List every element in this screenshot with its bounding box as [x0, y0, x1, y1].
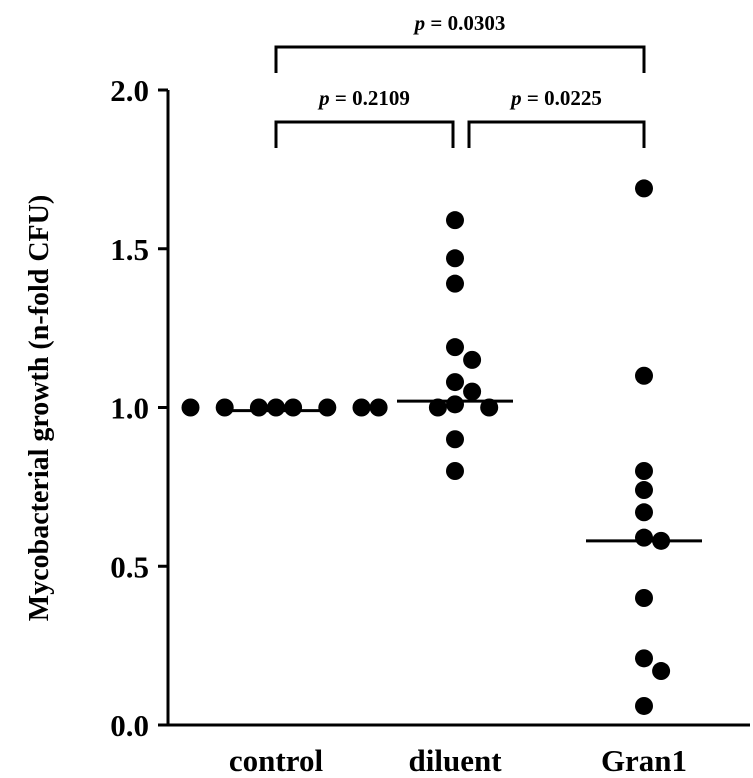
data-point-diluent-3 — [446, 338, 464, 357]
data-point-gran1-9 — [652, 662, 671, 681]
data-point-gran1-0 — [635, 179, 653, 198]
x-tick-label-gran1: Gran1 — [601, 743, 687, 778]
data-point-diluent-9 — [480, 398, 499, 417]
p-symbol: p — [317, 86, 330, 110]
data-point-diluent-6 — [463, 382, 482, 401]
p-value-text: = 0.0225 — [522, 86, 602, 110]
data-point-diluent-10 — [446, 430, 464, 449]
p-value-text: = 0.0303 — [425, 11, 505, 35]
data-point-gran1-1 — [635, 366, 653, 385]
p-value-control-diluent: p = 0.2109 — [317, 86, 410, 110]
p-value-text: = 0.2109 — [330, 86, 410, 110]
data-point-control-1 — [284, 398, 303, 417]
data-point-diluent-0 — [446, 211, 464, 230]
data-point-gran1-5 — [635, 528, 653, 547]
data-point-gran1-10 — [635, 696, 653, 715]
data-point-diluent-5 — [446, 373, 464, 392]
data-point-diluent-4 — [463, 350, 482, 369]
data-point-control-4 — [215, 398, 234, 417]
axes: 0.0 0.5 1.0 1.5 2.0 control diluent Gran1 — [110, 73, 750, 778]
data-point-control-5 — [352, 398, 371, 417]
y-tick-label: 0.0 — [110, 708, 149, 743]
y-tick-label: 0.5 — [110, 549, 149, 584]
data-point-gran1-4 — [635, 503, 653, 522]
data-point-control-7 — [369, 398, 388, 417]
bracket-control-gran1 — [274, 45, 646, 73]
data-point-gran1-8 — [635, 649, 653, 668]
data-point-gran1-2 — [635, 462, 653, 480]
bracket-diluent-gran1 — [467, 120, 646, 148]
y-axis-title: Mycobacterial growth (n-fold CFU) — [24, 195, 55, 621]
p-symbol: p — [413, 11, 426, 35]
data-point-control-3 — [318, 398, 337, 417]
p-symbol: p — [509, 86, 522, 110]
y-tick-label: 1.5 — [110, 232, 149, 267]
data-point-diluent-1 — [446, 249, 464, 268]
data-point-control-0 — [267, 398, 285, 417]
p-value-control-gran1: p = 0.0303 — [413, 11, 506, 35]
x-tick-label-diluent: diluent — [408, 743, 502, 778]
bracket-control-diluent — [274, 120, 455, 148]
data-point-diluent-11 — [446, 462, 464, 480]
data-point-control-6 — [181, 398, 200, 417]
p-value-diluent-gran1: p = 0.0225 — [509, 86, 602, 110]
x-tick-label-control: control — [229, 743, 324, 778]
data-point-gran1-3 — [635, 481, 653, 500]
data-points — [181, 179, 671, 715]
data-point-gran1-7 — [635, 589, 653, 607]
y-tick-label: 2.0 — [110, 73, 149, 108]
data-point-diluent-7 — [446, 395, 464, 414]
median-lines — [218, 399, 702, 543]
y-tick-label: 1.0 — [110, 391, 149, 426]
data-point-control-2 — [249, 398, 268, 417]
data-point-diluent-8 — [428, 398, 447, 417]
data-point-diluent-2 — [446, 274, 464, 293]
